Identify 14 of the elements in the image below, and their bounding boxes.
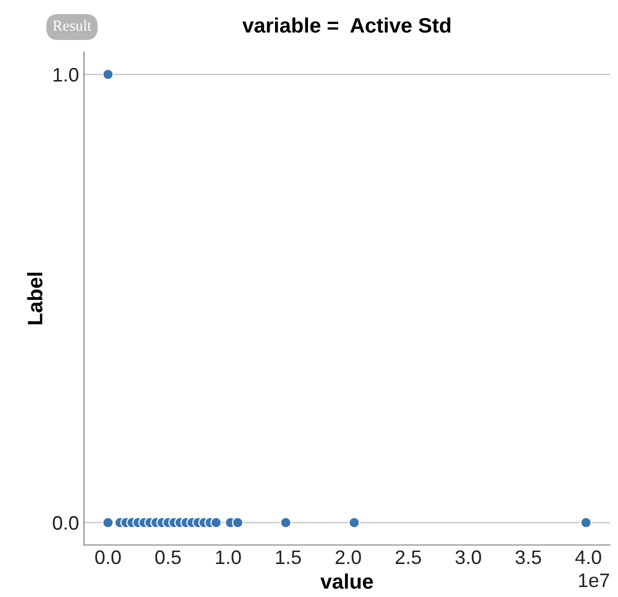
- text: 1e7: [579, 574, 610, 588]
- x-tick-label: 0.0: [95, 550, 121, 564]
- x-tick-label: 2.5: [396, 550, 421, 564]
- y-axis-title: Label: [27, 272, 42, 324]
- x-tick-label: 4.0: [575, 550, 602, 564]
- x-tick-label: 3.5: [516, 550, 542, 564]
- x-tick-label: 0.5: [155, 550, 181, 564]
- text: Result: [52, 20, 92, 31]
- x-tick-label: 1.5: [276, 550, 301, 564]
- x-tick-label: 3.0: [456, 550, 482, 564]
- chart-title: variable = Active Std: [242, 17, 450, 33]
- x-tick-label: 2.0: [336, 550, 361, 564]
- x-tick-label: 1.0: [216, 550, 241, 564]
- x-axis-title: value: [320, 574, 373, 589]
